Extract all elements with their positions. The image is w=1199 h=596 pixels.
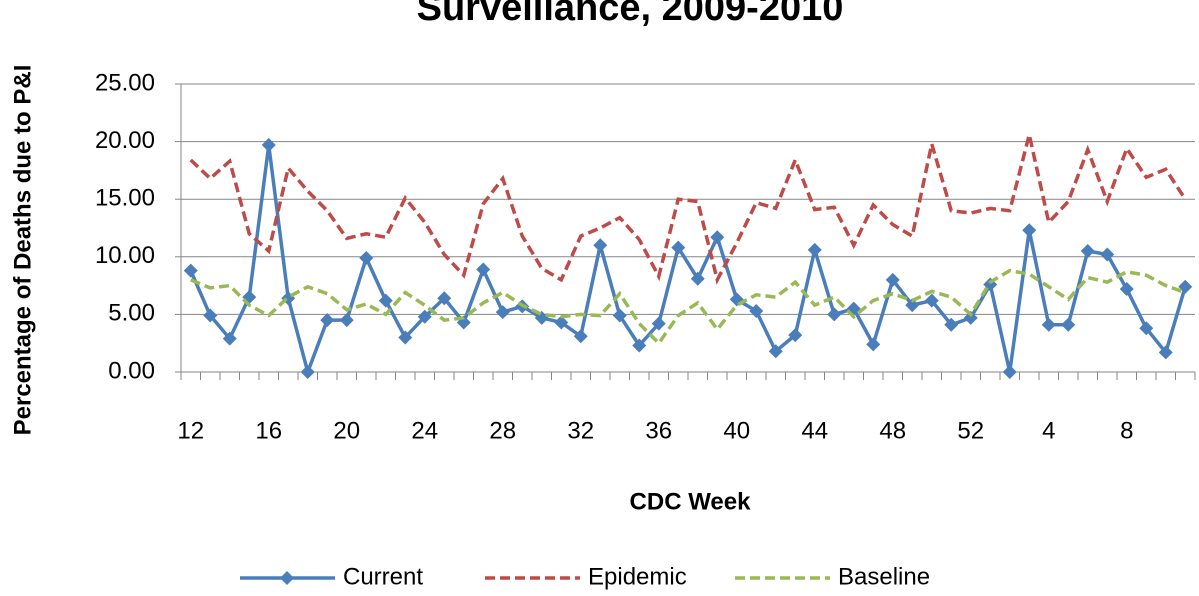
- data-point: [476, 262, 491, 277]
- y-tick-label: 5.00: [108, 300, 155, 327]
- data-point: [437, 291, 452, 306]
- data-point: [768, 344, 783, 359]
- legend-label: Baseline: [838, 563, 930, 590]
- data-point: [554, 315, 569, 330]
- x-tick-label: 36: [645, 417, 672, 444]
- x-tick-label: 12: [177, 417, 204, 444]
- data-point: [944, 317, 959, 332]
- data-point: [612, 308, 627, 323]
- data-point: [1022, 223, 1037, 238]
- x-tick-label: 4: [1042, 417, 1055, 444]
- x-tick-label: 48: [879, 417, 906, 444]
- data-point: [632, 338, 647, 353]
- data-point: [1041, 317, 1056, 332]
- x-tick-label: 16: [255, 417, 282, 444]
- y-tick-label: 10.00: [95, 242, 155, 269]
- x-axis-title: CDC Week: [630, 488, 752, 515]
- legend-label: Epidemic: [588, 563, 687, 590]
- data-point: [1119, 282, 1134, 297]
- data-point: [1080, 244, 1095, 259]
- x-tick-label: 24: [411, 417, 438, 444]
- data-point: [261, 138, 276, 153]
- data-point: [222, 331, 237, 346]
- legend-label: Current: [343, 563, 423, 590]
- data-point: [320, 313, 335, 328]
- data-point: [203, 308, 218, 323]
- y-axis-title: Percentage of Deaths due to P&I: [9, 65, 36, 436]
- x-tick-label: 40: [723, 417, 750, 444]
- data-point: [378, 293, 393, 308]
- data-point: [827, 307, 842, 322]
- y-tick-label: 25.00: [95, 69, 155, 96]
- data-point: [807, 242, 822, 257]
- data-point: [924, 293, 939, 308]
- series-line: [189, 134, 1187, 285]
- x-tick-label: 32: [567, 417, 594, 444]
- data-point: [495, 305, 510, 320]
- data-point: [866, 337, 881, 352]
- data-point: [1061, 317, 1076, 332]
- data-point: [749, 303, 764, 318]
- data-point: [339, 313, 354, 328]
- chart-title: Surveillance, 2009-2010: [417, 0, 844, 29]
- data-point: [1139, 321, 1154, 336]
- legend-marker: [280, 571, 294, 585]
- data-point: [1100, 247, 1115, 262]
- data-point: [417, 309, 432, 324]
- data-point: [905, 298, 920, 313]
- data-point: [710, 230, 725, 245]
- x-tick-label: 52: [957, 417, 984, 444]
- y-tick-label: 15.00: [95, 185, 155, 212]
- data-point: [885, 272, 900, 287]
- data-point: [183, 263, 198, 278]
- data-point: [690, 271, 705, 286]
- series-line: [189, 144, 1187, 378]
- data-point: [1178, 279, 1193, 294]
- data-point: [788, 328, 803, 343]
- x-tick-label: 28: [489, 417, 516, 444]
- x-tick-label: 20: [333, 417, 360, 444]
- series-line: [190, 268, 1186, 346]
- data-point: [359, 250, 374, 265]
- data-point: [573, 329, 588, 344]
- data-point: [671, 240, 686, 255]
- data-point: [398, 330, 413, 345]
- data-point: [593, 238, 608, 253]
- data-point: [963, 310, 978, 325]
- y-tick-label: 0.00: [108, 357, 155, 384]
- x-tick-label: 8: [1120, 417, 1133, 444]
- data-point: [1002, 365, 1017, 379]
- data-point: [300, 365, 315, 379]
- x-tick-label: 44: [801, 417, 828, 444]
- data-point: [1158, 345, 1173, 360]
- y-tick-label: 20.00: [95, 127, 155, 154]
- data-point: [651, 316, 666, 331]
